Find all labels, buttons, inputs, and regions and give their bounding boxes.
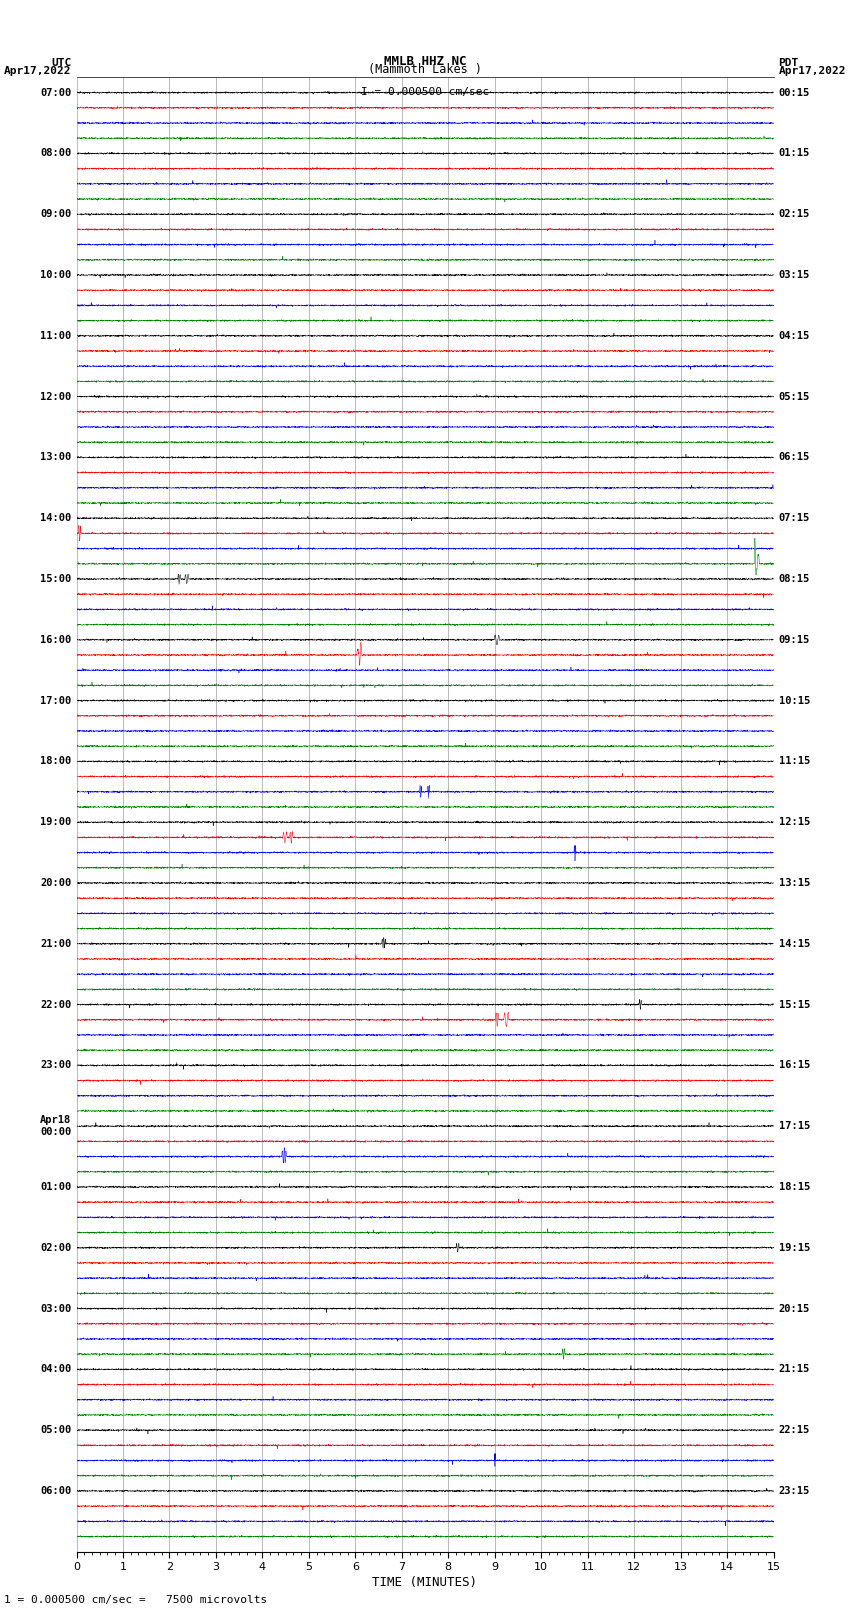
Text: 09:00: 09:00 [40,210,71,219]
X-axis label: TIME (MINUTES): TIME (MINUTES) [372,1576,478,1589]
Text: 05:00: 05:00 [40,1426,71,1436]
Text: 18:00: 18:00 [40,756,71,766]
Text: 13:15: 13:15 [779,877,810,889]
Text: 08:15: 08:15 [779,574,810,584]
Text: 01:15: 01:15 [779,148,810,158]
Text: 23:15: 23:15 [779,1486,810,1495]
Text: 20:15: 20:15 [779,1303,810,1313]
Text: Apr18
00:00: Apr18 00:00 [40,1115,71,1137]
Text: 12:15: 12:15 [779,818,810,827]
Text: 1 = 0.000500 cm/sec =   7500 microvolts: 1 = 0.000500 cm/sec = 7500 microvolts [4,1595,268,1605]
Text: 16:00: 16:00 [40,636,71,645]
Text: 07:15: 07:15 [779,513,810,523]
Text: 22:15: 22:15 [779,1426,810,1436]
Text: 15:00: 15:00 [40,574,71,584]
Text: 10:00: 10:00 [40,269,71,281]
Text: 09:15: 09:15 [779,636,810,645]
Text: 14:00: 14:00 [40,513,71,523]
Text: 06:15: 06:15 [779,452,810,463]
Text: 23:00: 23:00 [40,1060,71,1071]
Text: 14:15: 14:15 [779,939,810,948]
Text: 00:15: 00:15 [779,87,810,98]
Text: I = 0.000500 cm/sec: I = 0.000500 cm/sec [361,87,489,97]
Text: 17:00: 17:00 [40,695,71,705]
Text: 16:15: 16:15 [779,1060,810,1071]
Text: 06:00: 06:00 [40,1486,71,1495]
Text: 18:15: 18:15 [779,1182,810,1192]
Text: 08:00: 08:00 [40,148,71,158]
Text: 05:15: 05:15 [779,392,810,402]
Text: 03:00: 03:00 [40,1303,71,1313]
Text: 10:15: 10:15 [779,695,810,705]
Text: 12:00: 12:00 [40,392,71,402]
Text: 01:00: 01:00 [40,1182,71,1192]
Text: 04:15: 04:15 [779,331,810,340]
Text: 13:00: 13:00 [40,452,71,463]
Text: 07:00: 07:00 [40,87,71,98]
Text: 04:00: 04:00 [40,1365,71,1374]
Text: 11:00: 11:00 [40,331,71,340]
Text: 19:00: 19:00 [40,818,71,827]
Text: 21:00: 21:00 [40,939,71,948]
Text: 03:15: 03:15 [779,269,810,281]
Text: 02:15: 02:15 [779,210,810,219]
Text: 22:00: 22:00 [40,1000,71,1010]
Text: 19:15: 19:15 [779,1242,810,1253]
Text: 11:15: 11:15 [779,756,810,766]
Text: 21:15: 21:15 [779,1365,810,1374]
Text: UTC: UTC [51,58,71,68]
Text: Apr17,2022: Apr17,2022 [4,66,71,76]
Text: MMLB HHZ NC: MMLB HHZ NC [383,55,467,68]
Text: 02:00: 02:00 [40,1242,71,1253]
Text: PDT: PDT [779,58,799,68]
Text: (Mammoth Lakes ): (Mammoth Lakes ) [368,63,482,76]
Text: Apr17,2022: Apr17,2022 [779,66,846,76]
Text: 17:15: 17:15 [779,1121,810,1131]
Text: 15:15: 15:15 [779,1000,810,1010]
Text: 20:00: 20:00 [40,877,71,889]
